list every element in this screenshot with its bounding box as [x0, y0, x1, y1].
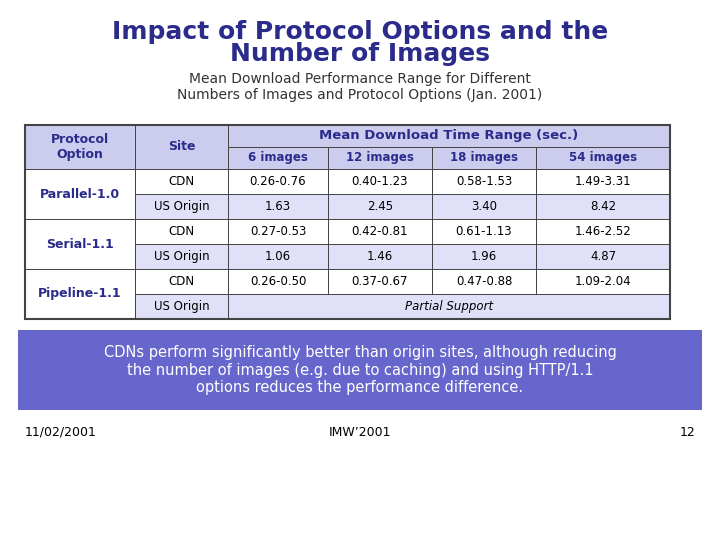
- Bar: [328, 169, 432, 194]
- Text: 1.46-2.52: 1.46-2.52: [575, 225, 631, 238]
- Text: CDN: CDN: [168, 225, 194, 238]
- Text: 0.47-0.88: 0.47-0.88: [456, 275, 512, 288]
- Text: 0.26-0.76: 0.26-0.76: [250, 175, 306, 188]
- Text: Pipeline-1.1: Pipeline-1.1: [38, 287, 122, 300]
- Text: Site: Site: [168, 140, 195, 153]
- Bar: [135, 244, 228, 269]
- Bar: [432, 219, 536, 244]
- Bar: [432, 244, 536, 269]
- Text: 0.27-0.53: 0.27-0.53: [250, 225, 306, 238]
- Text: Numbers of Images and Protocol Options (Jan. 2001): Numbers of Images and Protocol Options (…: [177, 88, 543, 102]
- Bar: [432, 169, 536, 194]
- Bar: [432, 194, 536, 219]
- Bar: [228, 244, 328, 269]
- Text: Mean Download Time Range (sec.): Mean Download Time Range (sec.): [320, 130, 579, 143]
- Bar: [228, 125, 670, 147]
- Bar: [228, 147, 328, 169]
- Text: CDN: CDN: [168, 275, 194, 288]
- Text: 2.45: 2.45: [367, 200, 393, 213]
- Text: 0.58-1.53: 0.58-1.53: [456, 175, 512, 188]
- Text: 0.61-1.13: 0.61-1.13: [456, 225, 513, 238]
- Text: 0.42-0.81: 0.42-0.81: [352, 225, 408, 238]
- Text: 1.96: 1.96: [471, 250, 497, 263]
- Bar: [536, 147, 670, 169]
- Bar: [536, 244, 670, 269]
- Bar: [228, 194, 328, 219]
- Text: 12: 12: [679, 426, 695, 438]
- Text: 0.26-0.50: 0.26-0.50: [250, 275, 306, 288]
- Text: 18 images: 18 images: [450, 152, 518, 165]
- Bar: [328, 147, 432, 169]
- Text: CDN: CDN: [168, 175, 194, 188]
- Text: 0.37-0.67: 0.37-0.67: [352, 275, 408, 288]
- Text: 54 images: 54 images: [569, 152, 637, 165]
- Text: Impact of Protocol Options and the: Impact of Protocol Options and the: [112, 20, 608, 44]
- Text: US Origin: US Origin: [153, 250, 210, 263]
- Text: IMW’2001: IMW’2001: [329, 426, 391, 438]
- Bar: [25, 125, 670, 319]
- Text: 1.06: 1.06: [265, 250, 291, 263]
- Text: 6 images: 6 images: [248, 152, 308, 165]
- Bar: [135, 194, 228, 219]
- Text: 1.63: 1.63: [265, 200, 291, 213]
- Text: 1.49-3.31: 1.49-3.31: [575, 175, 631, 188]
- Text: Partial Support: Partial Support: [405, 300, 493, 313]
- Text: 1.46: 1.46: [367, 250, 393, 263]
- Text: 0.40-1.23: 0.40-1.23: [352, 175, 408, 188]
- Bar: [536, 169, 670, 194]
- Bar: [328, 219, 432, 244]
- Bar: [228, 269, 328, 294]
- Bar: [432, 147, 536, 169]
- Bar: [135, 269, 228, 294]
- Bar: [228, 294, 670, 319]
- Text: US Origin: US Origin: [153, 300, 210, 313]
- Bar: [328, 244, 432, 269]
- Bar: [25, 125, 135, 169]
- Text: US Origin: US Origin: [153, 200, 210, 213]
- Text: 1.09-2.04: 1.09-2.04: [575, 275, 631, 288]
- Bar: [328, 269, 432, 294]
- Text: 12 images: 12 images: [346, 152, 414, 165]
- Text: Serial-1.1: Serial-1.1: [46, 238, 114, 251]
- Bar: [135, 294, 228, 319]
- Text: Mean Download Performance Range for Different: Mean Download Performance Range for Diff…: [189, 72, 531, 86]
- Bar: [228, 169, 328, 194]
- Text: 3.40: 3.40: [471, 200, 497, 213]
- Text: 4.87: 4.87: [590, 250, 616, 263]
- Bar: [536, 219, 670, 244]
- Bar: [135, 125, 228, 169]
- Bar: [135, 169, 228, 194]
- Bar: [228, 219, 328, 244]
- Bar: [135, 219, 228, 244]
- Bar: [328, 194, 432, 219]
- Text: 11/02/2001: 11/02/2001: [25, 426, 97, 438]
- Bar: [25, 169, 135, 219]
- Bar: [432, 269, 536, 294]
- Bar: [536, 194, 670, 219]
- Text: Number of Images: Number of Images: [230, 42, 490, 66]
- Text: CDNs perform significantly better than origin sites, although reducing
the numbe: CDNs perform significantly better than o…: [104, 345, 616, 395]
- Bar: [536, 269, 670, 294]
- Bar: [25, 219, 135, 269]
- Text: Protocol
Option: Protocol Option: [51, 133, 109, 161]
- Bar: [25, 269, 135, 319]
- Text: Parallel-1.0: Parallel-1.0: [40, 187, 120, 200]
- Text: 8.42: 8.42: [590, 200, 616, 213]
- Bar: [18, 330, 702, 410]
